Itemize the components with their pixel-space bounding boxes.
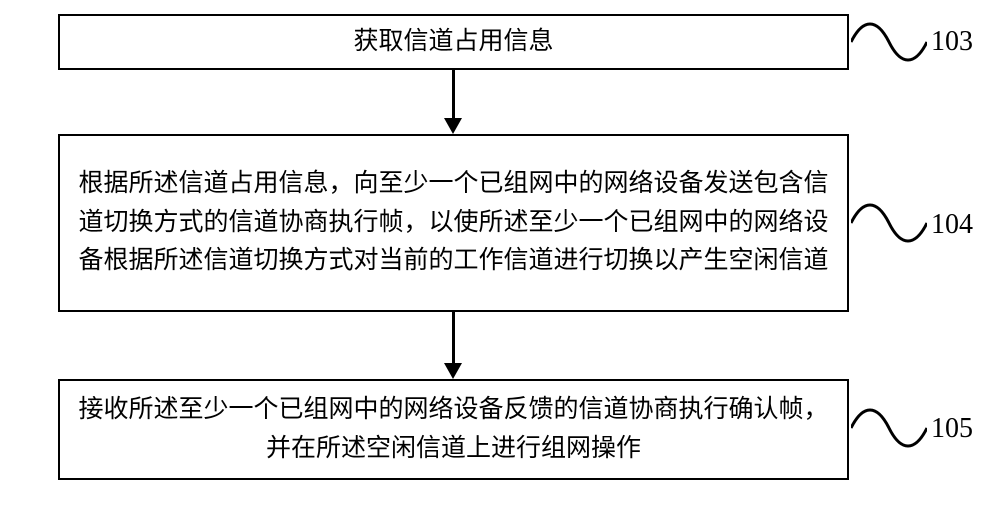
step-label-103: 103 [931,26,973,58]
arrow-1-line [452,70,455,118]
flow-node-103: 获取信道占用信息 [58,14,849,70]
arrow-2-line [452,312,455,363]
sine-connector-105 [851,400,927,456]
flowchart-canvas: 获取信道占用信息 根据所述信道占用信息，向至少一个已组网中的网络设备发送包含信道… [0,0,1000,517]
flow-node-105: 接收所述至少一个已组网中的网络设备反馈的信道协商执行确认帧，并在所述空闲信道上进… [58,379,849,480]
flow-node-104: 根据所述信道占用信息，向至少一个已组网中的网络设备发送包含信道切换方式的信道协商… [58,134,849,312]
flow-node-105-text: 接收所述至少一个已组网中的网络设备反馈的信道协商执行确认帧，并在所述空闲信道上进… [78,391,829,469]
flow-node-103-text: 获取信道占用信息 [353,23,553,62]
step-label-104: 104 [931,209,973,241]
sine-connector-104 [851,195,927,251]
arrow-2-head [444,363,462,379]
flow-node-104-text: 根据所述信道占用信息，向至少一个已组网中的网络设备发送包含信道切换方式的信道协商… [78,165,829,281]
arrow-1-head [444,118,462,134]
step-label-105: 105 [931,413,973,445]
sine-connector-103 [851,14,927,70]
